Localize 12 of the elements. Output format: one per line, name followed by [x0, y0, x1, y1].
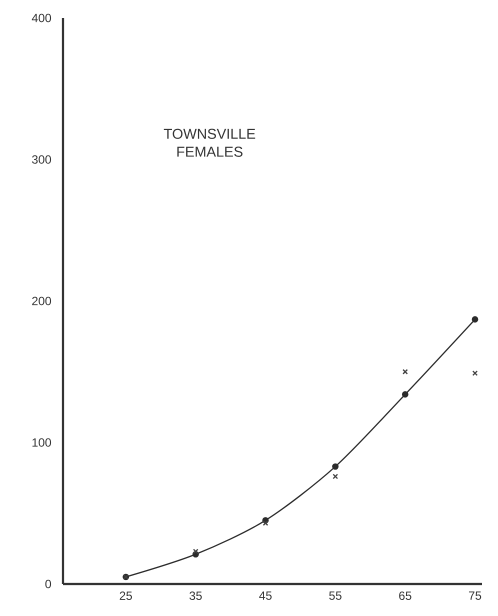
- text: TOWNSVILLE FEMALES: [164, 128, 256, 157]
- x-tick-label: 75: [468, 592, 482, 600]
- x-tick-label: 25: [120, 592, 132, 600]
- x-tick-label: 55: [329, 592, 342, 600]
- y-tick-label: 300: [32, 155, 52, 164]
- y-tick-label: 400: [32, 14, 52, 22]
- x-tick-label: 45: [259, 592, 272, 600]
- y-tick-label: 100: [32, 438, 52, 447]
- x-tick-label: 35: [189, 592, 202, 600]
- y-tick-label: 200: [32, 296, 52, 306]
- y-tick-label: 0: [45, 580, 52, 588]
- x-tick-label: 65: [399, 592, 412, 600]
